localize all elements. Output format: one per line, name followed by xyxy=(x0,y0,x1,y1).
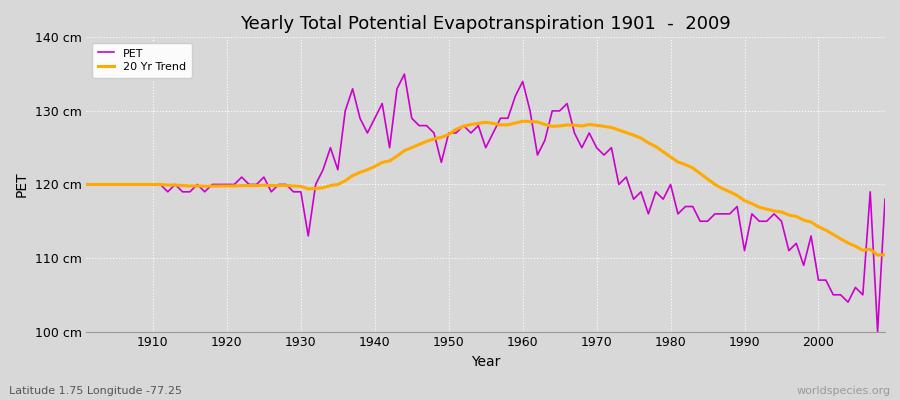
PET xyxy=(302,234,313,238)
PET xyxy=(518,79,528,84)
PET xyxy=(399,72,410,76)
20 Yr Trend xyxy=(302,186,313,191)
Title: Yearly Total Potential Evapotranspiration 1901  -  2009: Yearly Total Potential Evapotranspiratio… xyxy=(240,15,731,33)
PET xyxy=(879,197,890,202)
20 Yr Trend xyxy=(614,128,625,132)
20 Yr Trend xyxy=(872,253,883,258)
PET xyxy=(81,182,92,187)
20 Yr Trend xyxy=(140,182,151,187)
PET xyxy=(347,86,358,91)
20 Yr Trend xyxy=(347,173,358,178)
20 Yr Trend xyxy=(518,119,528,124)
PET xyxy=(140,182,151,187)
PET xyxy=(614,182,625,187)
20 Yr Trend xyxy=(510,121,521,126)
Legend: PET, 20 Yr Trend: PET, 20 Yr Trend xyxy=(92,43,192,78)
Line: 20 Yr Trend: 20 Yr Trend xyxy=(86,121,885,255)
20 Yr Trend xyxy=(879,252,890,257)
Text: worldspecies.org: worldspecies.org xyxy=(796,386,891,396)
Line: PET: PET xyxy=(86,74,885,332)
Text: Latitude 1.75 Longitude -77.25: Latitude 1.75 Longitude -77.25 xyxy=(9,386,182,396)
PET xyxy=(872,329,883,334)
PET xyxy=(525,108,535,113)
20 Yr Trend xyxy=(525,119,535,124)
Y-axis label: PET: PET xyxy=(15,172,29,197)
X-axis label: Year: Year xyxy=(471,355,500,369)
20 Yr Trend xyxy=(81,182,92,187)
